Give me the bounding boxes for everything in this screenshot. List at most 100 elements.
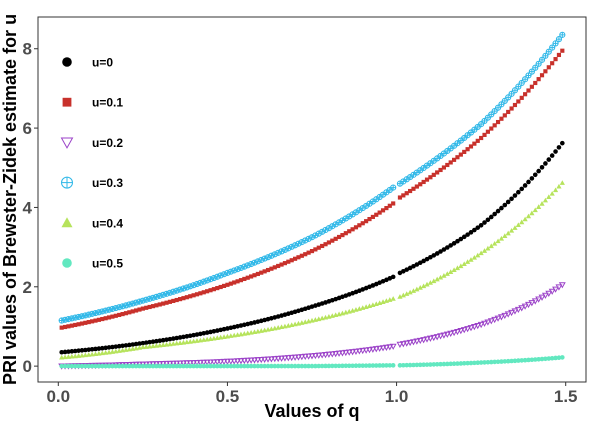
data-point (482, 220, 487, 225)
legend-item: u=0 (62, 56, 113, 70)
data-point (252, 363, 257, 369)
data-point (536, 204, 542, 209)
data-point (137, 341, 142, 346)
data-point (176, 360, 184, 367)
data-point (313, 363, 318, 369)
data-point (320, 243, 325, 249)
data-point (555, 284, 563, 291)
data-point (387, 203, 392, 208)
data-point (535, 296, 543, 303)
legend-key (61, 217, 73, 228)
data-point (491, 316, 499, 324)
data-point (528, 300, 536, 307)
data-point (389, 343, 397, 350)
data-point (241, 263, 248, 270)
data-point (512, 193, 518, 198)
data-point (465, 147, 470, 152)
data-point (62, 324, 68, 330)
data-point (484, 319, 492, 326)
data-point (485, 217, 491, 223)
data-point (464, 326, 472, 333)
data-point (506, 109, 511, 115)
data-point (302, 363, 308, 369)
data-point (181, 296, 186, 301)
data-point (408, 188, 413, 194)
legend-item: u=0.3 (61, 176, 123, 190)
data-point (134, 308, 139, 313)
data-point (313, 247, 318, 252)
data-point (430, 334, 438, 342)
data-point (272, 363, 278, 369)
data-point (254, 258, 261, 265)
data-point (190, 360, 198, 367)
data-point (164, 363, 169, 369)
data-point (505, 199, 511, 205)
data-point (298, 354, 306, 361)
data-point (85, 311, 92, 318)
data-point (218, 363, 223, 369)
data-point (495, 238, 501, 244)
data-point (204, 277, 211, 284)
data-point (127, 363, 132, 369)
data-point (220, 271, 228, 278)
data-point (167, 363, 173, 369)
data-point (529, 84, 534, 89)
data-point (174, 335, 179, 341)
data-point (401, 362, 406, 368)
data-point (323, 363, 328, 369)
data-point (512, 225, 518, 230)
data-point (228, 281, 233, 286)
data-point (173, 360, 181, 367)
data-point (156, 361, 164, 368)
data-point (494, 315, 502, 322)
data-point (123, 363, 129, 369)
data-point (221, 363, 227, 369)
data-point (143, 363, 149, 369)
data-point (492, 359, 497, 365)
data-point (481, 248, 488, 253)
data-point (326, 363, 332, 369)
data-point (543, 161, 548, 166)
data-point (447, 330, 455, 337)
data-point (238, 363, 244, 369)
data-point (264, 356, 272, 363)
data-point (455, 361, 460, 366)
data-point (437, 333, 444, 340)
data-point (251, 357, 258, 364)
data-point (207, 276, 214, 283)
data-point (262, 269, 267, 274)
data-point (542, 197, 549, 203)
data-point (245, 275, 250, 280)
data-point (461, 134, 468, 142)
data-point (137, 363, 142, 369)
data-point (553, 355, 558, 361)
data-point (411, 362, 416, 368)
data-point (116, 304, 123, 311)
data-point (330, 238, 335, 243)
data-point (127, 310, 132, 315)
data-point (188, 294, 193, 299)
data-point (518, 79, 525, 87)
data-point (421, 179, 426, 185)
data-point (207, 359, 214, 366)
data-point (489, 126, 494, 131)
data-point (275, 249, 282, 256)
data-point (244, 262, 251, 269)
data-point (59, 349, 64, 355)
data-point (467, 129, 475, 136)
data-point (438, 167, 443, 173)
data-point (68, 315, 75, 322)
data-point (474, 123, 481, 131)
data-point (99, 345, 105, 351)
data-point (464, 132, 471, 139)
data-point (531, 298, 539, 305)
data-point (217, 272, 224, 279)
data-point (227, 268, 234, 275)
data-point (120, 343, 125, 349)
legend-item: u=0.5 (62, 257, 123, 271)
data-point (418, 182, 423, 187)
data-point (529, 357, 535, 363)
data-point (560, 48, 565, 53)
data-point (340, 363, 345, 369)
data-point (227, 358, 235, 365)
